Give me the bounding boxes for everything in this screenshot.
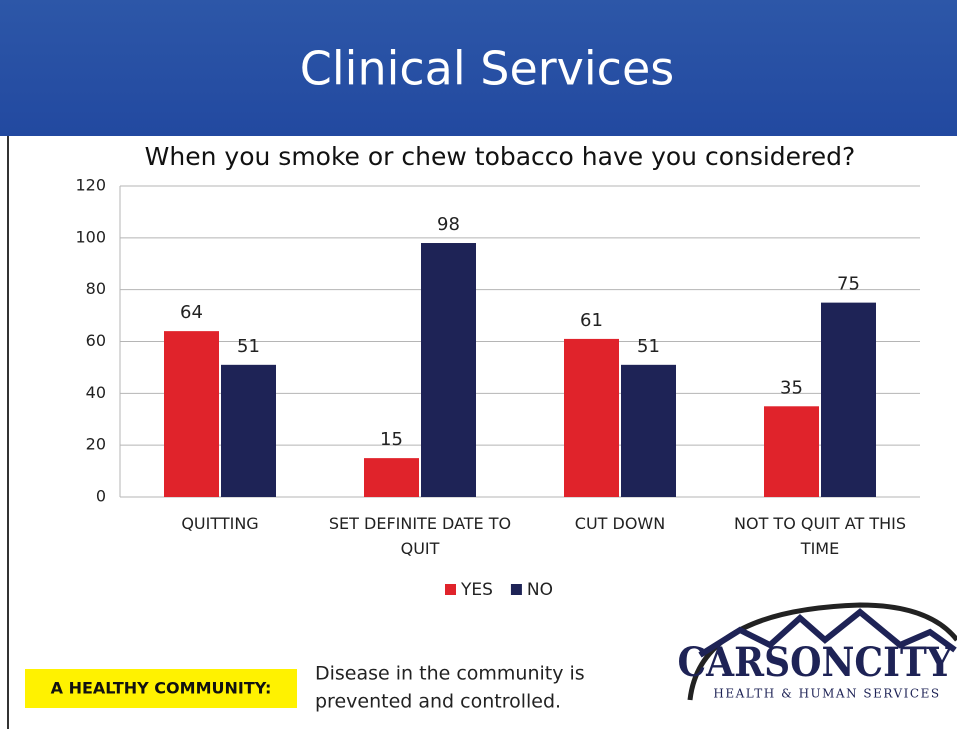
logo: CARSONCITY HEALTH & HUMAN SERVICES	[678, 602, 957, 701]
bar	[764, 406, 819, 497]
bar	[421, 243, 476, 497]
y-tick-label: 0	[96, 487, 106, 506]
y-tick-label: 80	[86, 279, 106, 298]
x-tick-label: QUITTING	[181, 514, 259, 533]
data-label: 51	[637, 336, 660, 357]
footer-text: prevented and controlled.	[315, 691, 561, 713]
logo-mountains	[698, 608, 957, 658]
bar	[221, 364, 276, 497]
legend-swatch	[445, 584, 456, 595]
legend-swatch	[510, 584, 522, 595]
logo-tagline: HEALTH & HUMAN SERVICES	[713, 687, 940, 701]
header-band	[0, 0, 957, 136]
data-label: 98	[437, 214, 460, 235]
y-tick-label: 120	[75, 176, 106, 195]
data-label: 15	[380, 429, 403, 450]
x-tick-label: SET DEFINITE DATE TO QUIT	[328, 514, 512, 558]
bar	[164, 331, 219, 497]
y-tick-label: 60	[86, 331, 106, 350]
x-tick-label: NOT TO QUIT AT THIS TIME	[734, 514, 906, 558]
data-label: 64	[180, 302, 203, 323]
data-label: 75	[837, 274, 860, 295]
data-label: 35	[780, 377, 803, 398]
y-tick-label: 40	[86, 383, 106, 402]
logo-arc	[687, 602, 957, 701]
x-tick-label: CUT DOWN	[574, 514, 666, 533]
bar	[621, 364, 676, 497]
bar	[364, 458, 419, 497]
legend-label: YES	[460, 580, 493, 600]
badge-text: A HEALTHY COMMUNITY:	[51, 679, 272, 698]
bar	[821, 302, 876, 497]
data-label: 61	[580, 310, 603, 331]
badge-bg	[25, 669, 297, 708]
data-label: 51	[237, 336, 260, 357]
y-tick-label: 100	[75, 227, 106, 246]
logo-name: CARSONCITY	[678, 639, 953, 686]
bar	[564, 338, 619, 497]
chart-title: When you smoke or chew tobacco have you …	[145, 142, 856, 171]
y-tick-label: 20	[86, 435, 106, 454]
legend-label: NO	[527, 580, 553, 600]
slide-title: Clinical Services	[300, 42, 674, 96]
footer-text: Disease in the community is	[315, 663, 585, 685]
